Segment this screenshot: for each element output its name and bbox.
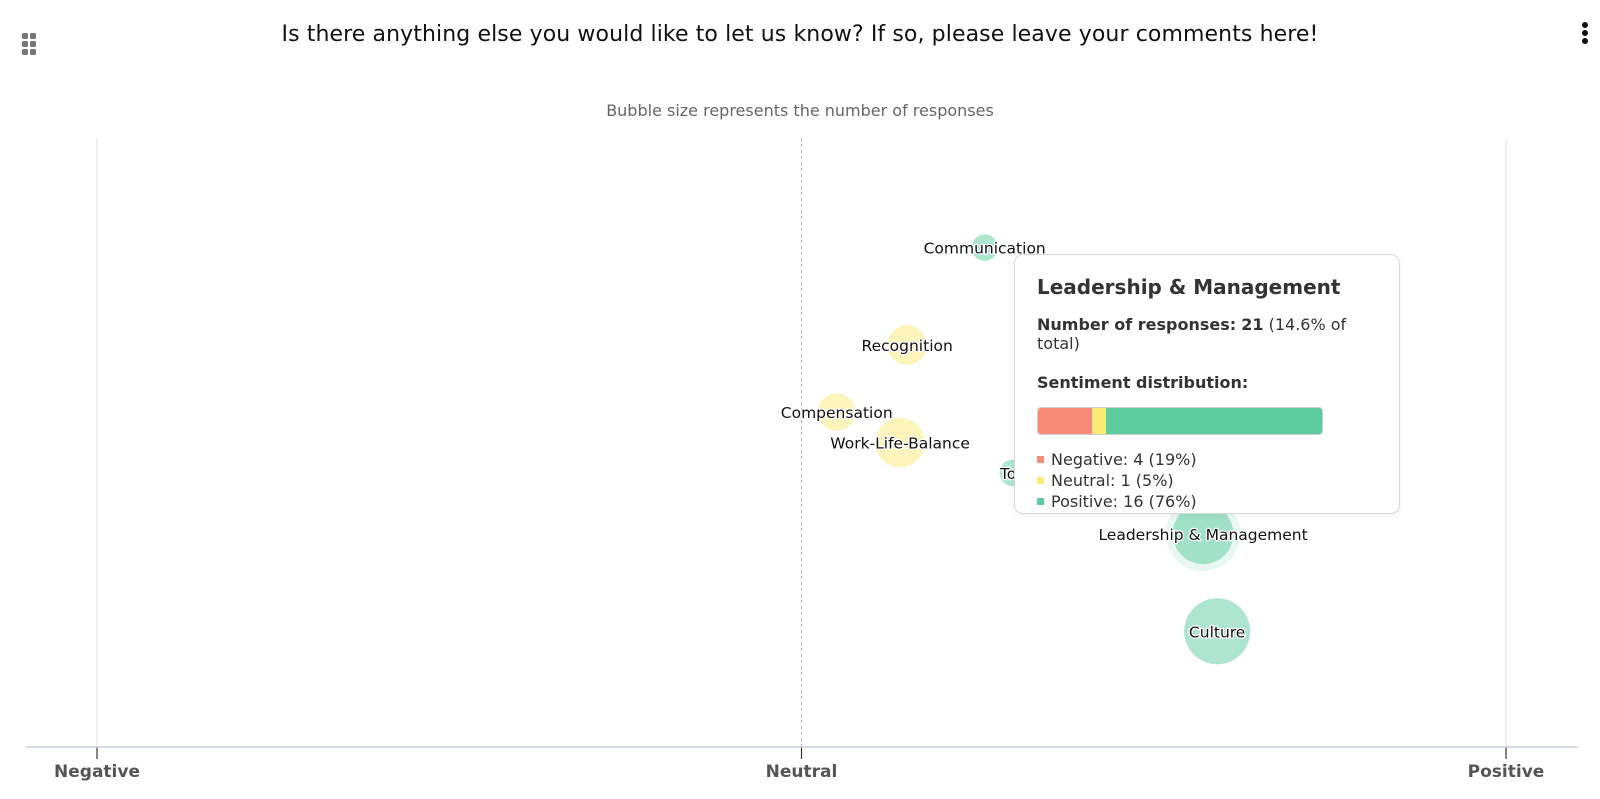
legend-row-neutral: Neutral: 1 (5%)	[1037, 470, 1377, 491]
sentiment-distribution-bar	[1037, 407, 1323, 435]
legend-swatch-positive	[1037, 498, 1044, 505]
bubble-work-life-balance	[875, 417, 925, 468]
tooltip-responses: Number of responses: 21 (14.6% of total)	[1037, 315, 1377, 353]
bubble-label-communication: Communication	[924, 240, 1046, 258]
distribution-segment-positive	[1106, 408, 1322, 434]
sentiment-legend: Negative: 4 (19%) Neutral: 1 (5%) Positive…	[1037, 449, 1377, 512]
chart-subtitle: Bubble size represents the number of res…	[606, 101, 994, 120]
legend-text-positive: Positive: 16 (76%)	[1051, 492, 1197, 511]
question-title: Is there anything else you would like to…	[281, 22, 1319, 47]
legend-text-neutral: Neutral: 1 (5%)	[1051, 471, 1174, 490]
bubble-culture	[1184, 598, 1251, 665]
bubble-compensation	[818, 393, 856, 431]
bubble-label-recognition: Recognition	[862, 337, 953, 355]
tick-label-positive: Positive	[1468, 762, 1545, 782]
bubble-label-culture: Culture	[1189, 623, 1245, 641]
bubble-communication	[971, 234, 998, 261]
distribution-segment-neutral	[1091, 408, 1107, 434]
bubble-tooltip: Leadership & Management Number of respon…	[1014, 254, 1400, 514]
bubble-leadership-management	[1172, 503, 1234, 565]
tooltip-responses-count: 21	[1241, 315, 1264, 334]
drag-grid-icon[interactable]	[20, 31, 40, 55]
tick-label-negative: Negative	[54, 762, 140, 782]
tooltip-responses-pct: (14.6% of total)	[1037, 315, 1347, 353]
legend-swatch-neutral	[1037, 477, 1044, 484]
legend-row-positive: Positive: 16 (76%)	[1037, 491, 1377, 512]
legend-swatch-negative	[1037, 456, 1044, 463]
tick-label-neutral: Neutral	[766, 762, 838, 782]
distribution-segment-negative	[1038, 408, 1092, 434]
tooltip-responses-label: Number of responses:	[1037, 315, 1237, 334]
bubble-label-leadership-management: Leadership & Management	[1098, 526, 1307, 544]
legend-row-negative: Negative: 4 (19%)	[1037, 449, 1377, 470]
bubble-label-compensation: Compensation	[781, 404, 893, 422]
tooltip-distribution-label: Sentiment distribution:	[1037, 373, 1249, 392]
bubble-recognition	[887, 325, 927, 365]
more-vertical-icon[interactable]	[1578, 20, 1592, 46]
tooltip-title: Leadership & Management	[1037, 275, 1341, 299]
bubble-label-work-life-balance: Work-Life-Balance	[830, 435, 970, 453]
legend-text-negative: Negative: 4 (19%)	[1051, 450, 1197, 469]
